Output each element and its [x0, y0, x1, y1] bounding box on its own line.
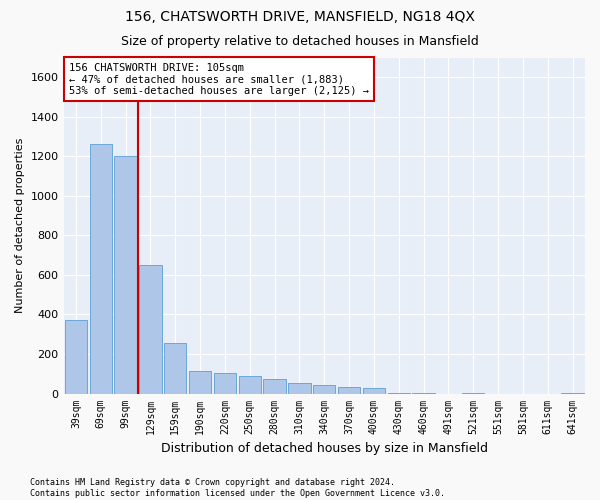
Text: 156, CHATSWORTH DRIVE, MANSFIELD, NG18 4QX: 156, CHATSWORTH DRIVE, MANSFIELD, NG18 4… [125, 10, 475, 24]
Bar [363, 388, 385, 394]
Bar [288, 382, 311, 394]
Bar [239, 376, 261, 394]
Text: 156 CHATSWORTH DRIVE: 105sqm
← 47% of detached houses are smaller (1,883)
53% of: 156 CHATSWORTH DRIVE: 105sqm ← 47% of de… [69, 62, 369, 96]
Bar [388, 392, 410, 394]
Bar [164, 343, 187, 394]
Text: Size of property relative to detached houses in Mansfield: Size of property relative to detached ho… [121, 35, 479, 48]
Bar [562, 392, 584, 394]
Y-axis label: Number of detached properties: Number of detached properties [15, 138, 25, 313]
Bar [115, 156, 137, 394]
Text: Contains HM Land Registry data © Crown copyright and database right 2024.
Contai: Contains HM Land Registry data © Crown c… [30, 478, 445, 498]
Bar [263, 378, 286, 394]
Bar [65, 320, 87, 394]
Bar [313, 384, 335, 394]
Bar [139, 265, 161, 394]
Bar [412, 392, 435, 394]
Bar [214, 373, 236, 394]
Bar [462, 392, 484, 394]
Bar [189, 371, 211, 394]
Bar [338, 386, 360, 394]
Bar [89, 144, 112, 394]
X-axis label: Distribution of detached houses by size in Mansfield: Distribution of detached houses by size … [161, 442, 488, 455]
